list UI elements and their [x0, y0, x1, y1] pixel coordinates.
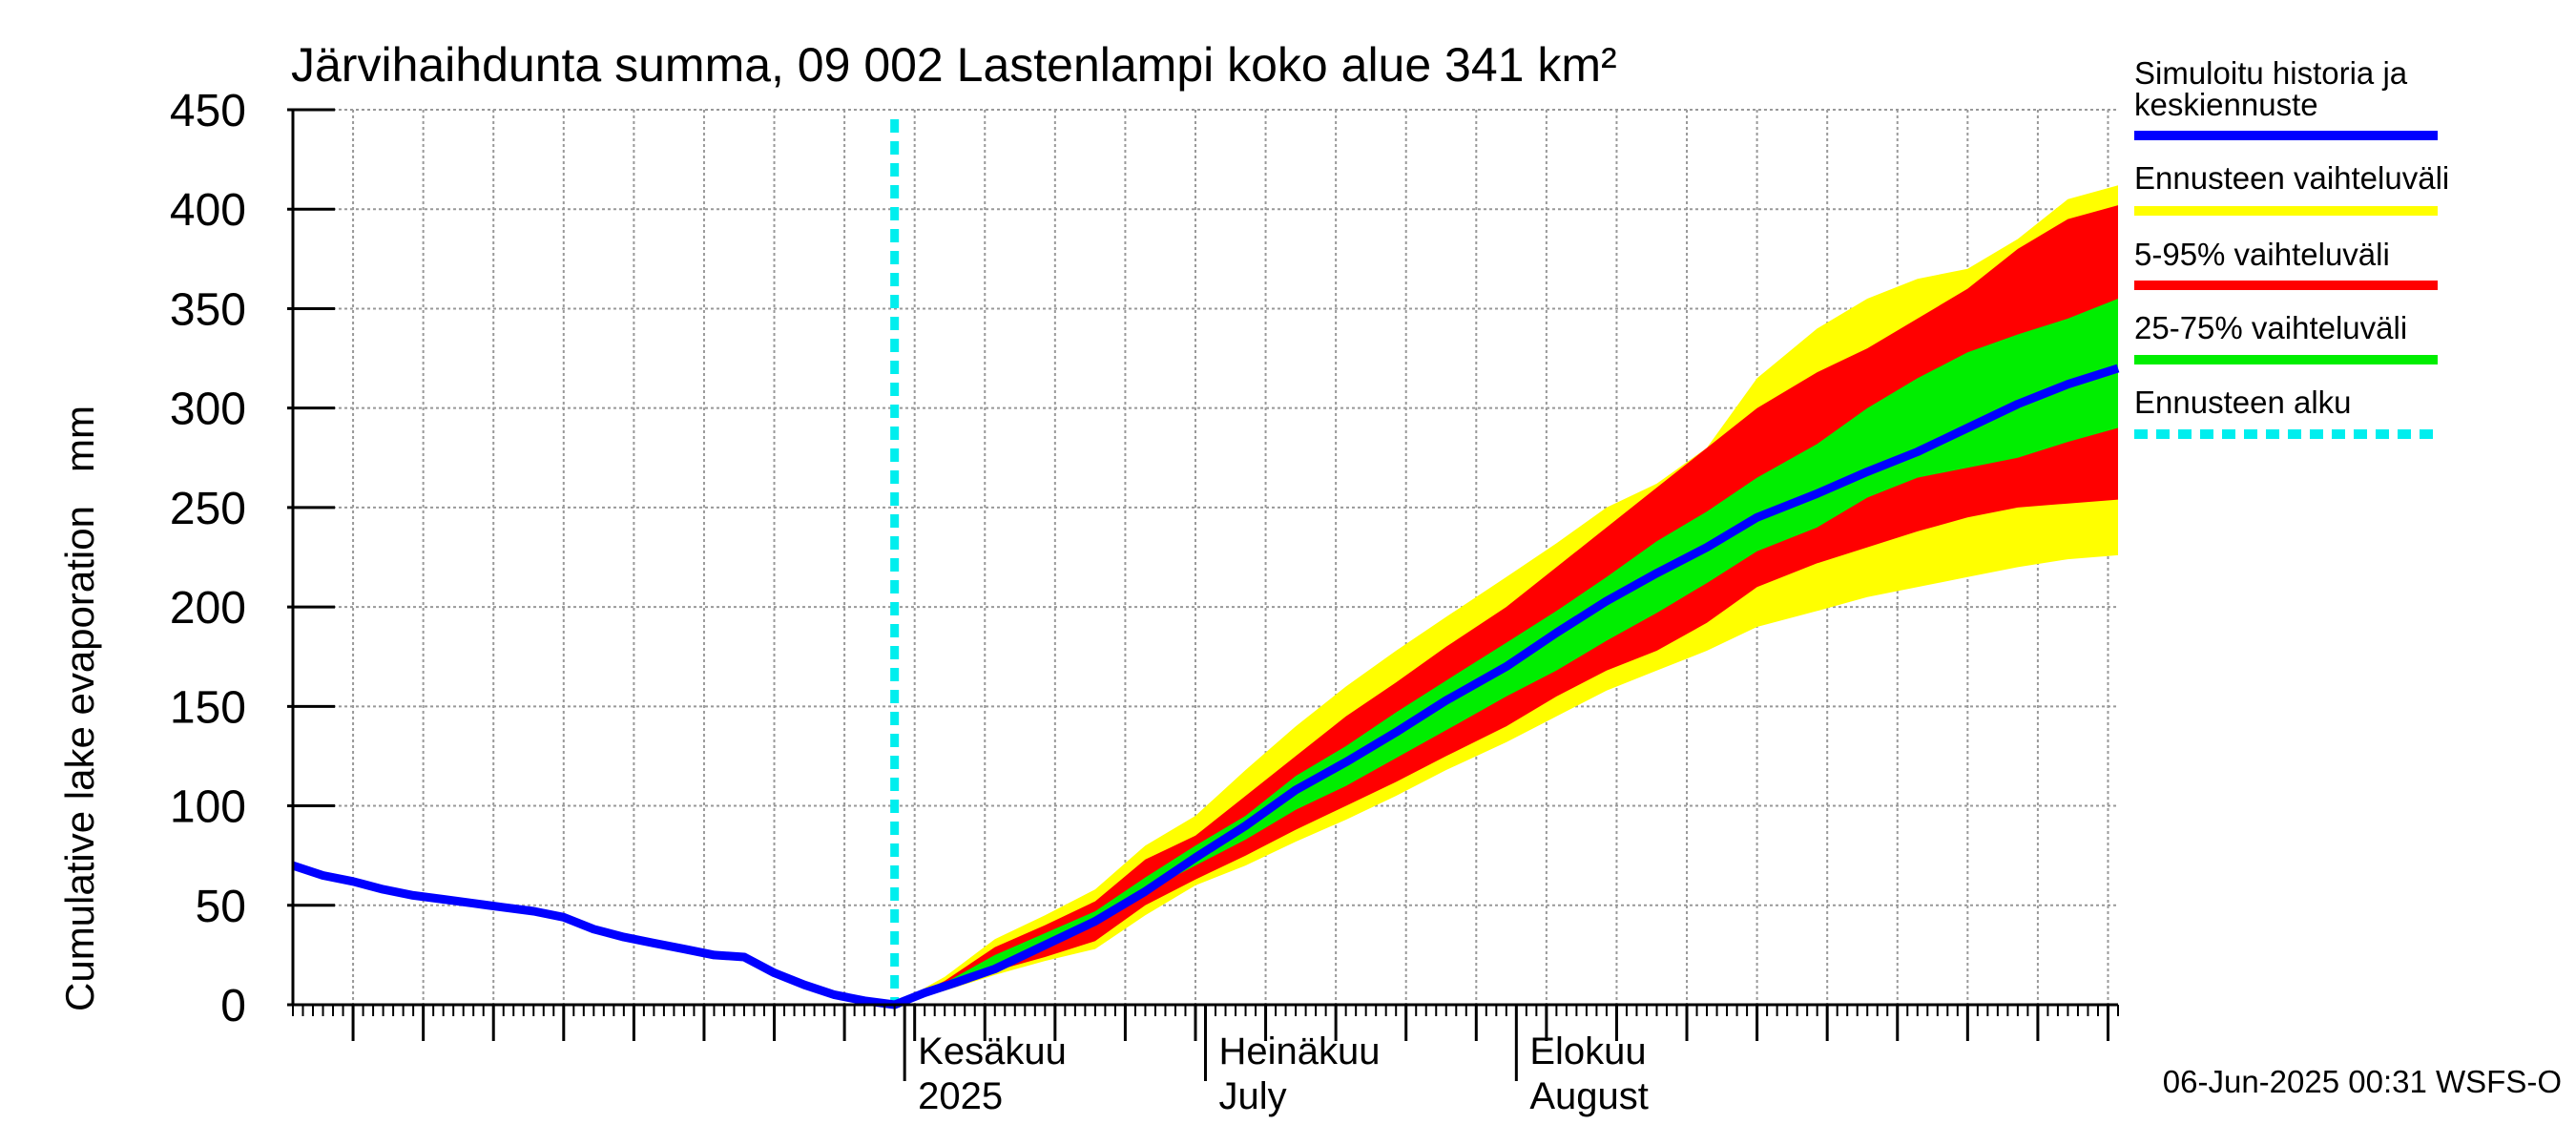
x-ticks [292, 1005, 2119, 1081]
y-tick-label: 150 [170, 682, 246, 733]
y-tick-label: 0 [220, 981, 246, 1031]
y-axis-label: Cumulative lake evaporation mm [57, 406, 102, 1011]
legend-label: 5-95% vaihteluväli [2134, 237, 2390, 272]
chart-title: Järvihaihdunta summa, 09 002 Lastenlampi… [291, 38, 1617, 92]
x-month-label: Elokuu [1529, 1030, 1646, 1072]
y-tick-label: 400 [170, 185, 246, 236]
series-line-mean [291, 364, 2120, 1010]
x-year-label: 2025 [918, 1075, 1003, 1117]
legend-label: Ennusteen vaihteluväli [2134, 160, 2449, 196]
x-month-label: Heinäkuu [1219, 1030, 1381, 1072]
y-ticks: 0 50 100 150 200 250 300 350 400 450 [170, 86, 335, 1031]
y-tick-label: 100 [170, 782, 246, 833]
y-tick-label: 300 [170, 385, 246, 435]
band-25-75 [894, 299, 2119, 1005]
y-tick-label: 250 [170, 484, 246, 534]
legend-label: Ennusteen alku [2134, 385, 2352, 420]
y-tick-label: 200 [170, 583, 246, 634]
legend-label: Simuloitu historia ja [2134, 55, 2408, 91]
y-tick-label: 50 [196, 882, 246, 932]
y-tick-label: 450 [170, 86, 246, 136]
timestamp: 06-Jun-2025 00:31 WSFS-O [2163, 1064, 2562, 1099]
x-year-label: August [1529, 1075, 1649, 1117]
x-year-label: July [1219, 1075, 1287, 1117]
band-5-95 [894, 205, 2119, 1006]
forecast-bands [894, 185, 2119, 1006]
legend-label: keskiennuste [2134, 87, 2318, 122]
legend-label: 25-75% vaihteluväli [2134, 310, 2407, 345]
x-month-label: Kesäkuu [918, 1030, 1067, 1072]
y-tick-label: 350 [170, 284, 246, 335]
